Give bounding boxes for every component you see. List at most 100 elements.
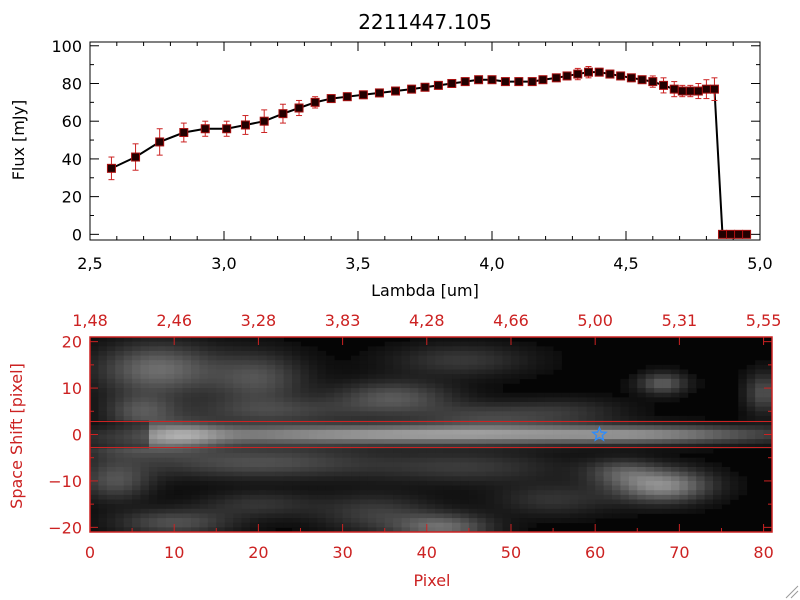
image-pixel [367,504,377,510]
image-pixel [435,480,445,486]
image-pixel [258,494,268,500]
image-pixel [729,443,739,449]
image-pixel [485,341,495,347]
flux-data-point [222,124,232,134]
image-pixel [249,346,259,352]
image-pixel [569,406,579,412]
image-pixel [182,402,192,408]
image-pixel [443,369,453,375]
image-pixel [527,490,537,496]
image-pixel [409,467,419,473]
image-pixel [452,508,461,514]
image-pixel [334,388,343,394]
image-pixel [612,462,621,468]
image-pixel [191,369,200,375]
image-pixel [721,480,731,486]
image-pixel [443,360,453,366]
image-pixel [123,355,133,361]
image-pixel [334,494,343,500]
image-pixel [98,513,108,519]
image-pixel [384,508,394,514]
resize-grip-icon[interactable] [785,585,799,599]
image-pixel [106,415,116,421]
image-pixel [249,439,259,445]
image-pixel [662,383,672,389]
image-pixel [755,415,764,421]
image-pixel [569,429,579,435]
image-pixel [165,462,175,468]
flux-data-point [648,77,658,87]
image-pixel [224,513,234,519]
image-pixel [308,388,318,394]
image-pixel [679,425,689,431]
image-pixel [687,448,697,454]
image-pixel [477,480,487,486]
image-pixel [359,518,369,524]
image-pixel [460,420,470,426]
image-pixel [275,392,285,398]
image-pixel [342,522,352,528]
image-pixel [670,374,680,380]
image-pixel [199,467,209,473]
image-pixel [342,378,352,384]
image-pixel [519,471,529,477]
image-pixel [325,476,335,482]
image-pixel [292,522,301,528]
image-pixel [191,364,200,370]
image-pixel [687,499,697,505]
image-pixel [351,518,360,524]
image-pixel [519,415,529,421]
image-pixel [174,513,184,519]
image-pixel [586,434,596,440]
image-pixel [569,471,579,477]
image-pixel [90,443,99,449]
image-pixel [485,425,495,431]
image-pixel [199,378,209,384]
image-pixel [334,527,343,533]
image-pixel [384,471,394,477]
image-pixel [325,462,335,468]
image-pixel [612,490,621,496]
image-pixel [645,480,655,486]
image-pixel [283,429,293,435]
image-pixel [258,397,268,403]
image-pixel [409,453,419,459]
image-pixel [275,457,285,463]
image-pixel [199,527,209,533]
image-pixel [687,420,697,426]
image-pixel [553,439,562,445]
image-pixel [308,355,318,361]
image-pixel [595,443,605,449]
image-pixel [443,425,453,431]
image-pixel [334,513,343,519]
image-pixel [569,508,579,514]
image-pixel [603,397,613,403]
image-pixel [536,448,546,454]
image-pixel [426,346,436,352]
image-pixel [536,392,546,398]
image-pixel [182,429,192,435]
image-pixel [510,360,520,366]
image-pixel [662,434,672,440]
image-pixel [544,513,554,519]
image-x-tick-label: 70 [669,543,689,562]
image-pixel [409,350,419,356]
image-pixel [603,429,613,435]
image-pixel [132,462,141,468]
image-pixel [132,355,141,361]
image-pixel [426,406,436,412]
image-pixel [468,364,478,370]
image-pixel [157,429,167,435]
image-pixel [460,425,470,431]
image-pixel [258,499,268,505]
image-pixel [696,429,706,435]
image-pixel [199,425,209,431]
image-pixel [426,494,436,500]
image-pixel [485,346,495,352]
image-pixel [569,420,579,426]
image-pixel [308,434,318,440]
image-pixel [98,350,108,356]
image-pixel [755,397,764,403]
image-pixel [620,453,630,459]
image-pixel [418,392,428,398]
